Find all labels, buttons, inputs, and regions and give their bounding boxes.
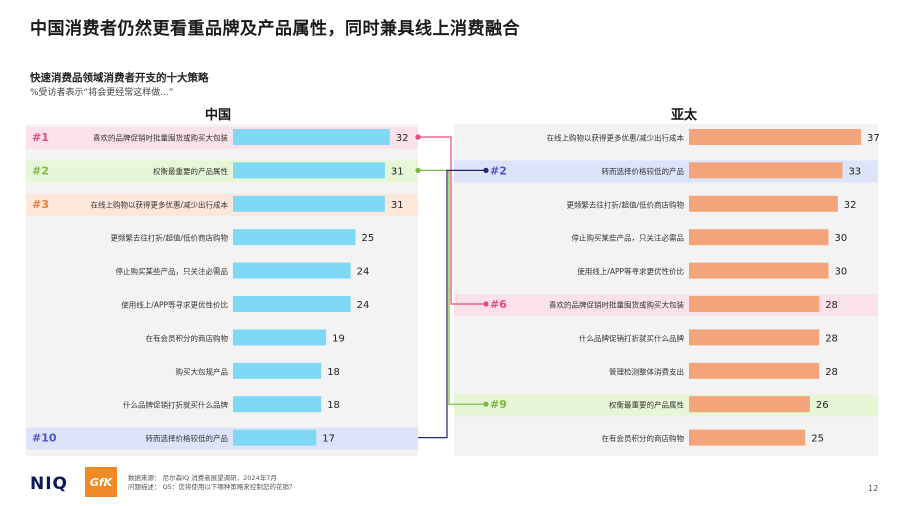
china-bar: [233, 262, 351, 279]
gfk-logo: GfK: [85, 467, 117, 497]
apac-bar: [689, 229, 829, 246]
china-value-label: 25: [362, 233, 375, 244]
china-bar: [233, 329, 327, 346]
apac-value-label: 37: [867, 133, 880, 144]
china-value-label: 18: [327, 400, 340, 411]
china-category-label: 权衡最重要的产品属性: [153, 166, 228, 176]
china-rank-label: #10: [32, 432, 57, 445]
apac-bar: [689, 429, 806, 446]
apac-category-label: 使用线上/APP等寻求更优性价比: [577, 266, 684, 276]
apac-value-label: 25: [811, 434, 824, 445]
china-region-label: 中国: [205, 108, 232, 123]
apac-bar: [689, 296, 820, 312]
china-category-label: 使用线上/APP等寻求更优性价比: [121, 300, 228, 310]
apac-bar: [689, 162, 843, 179]
apac-category-label: 转而选择价格较低的产品: [602, 166, 685, 176]
china-value-label: 18: [327, 367, 340, 378]
apac-category-label: 停止购买某些产品，只关注必需品: [572, 233, 685, 243]
china-rank-label: #1: [32, 131, 49, 144]
china-bar: [233, 396, 322, 413]
china-value-label: 19: [332, 333, 345, 344]
china-value-label: 24: [357, 267, 370, 278]
apac-value-label: 28: [825, 367, 838, 378]
rank-connector-line: [418, 169, 486, 439]
apac-category-label: 在线上购物以获得更多优惠/减少出行成本: [546, 133, 684, 143]
apac-category-label: 什么品牌促销打折就买什么品牌: [579, 333, 684, 343]
apac-rank-label: #9: [490, 398, 507, 411]
apac-bar: [689, 362, 820, 379]
china-category-label: 更频繁去往打折/超值/低价商店购物: [110, 233, 228, 243]
china-category-label: 在线上购物以获得更多优惠/减少出行成本: [90, 199, 228, 209]
apac-category-label: 喜欢的品牌促销时批量囤货或购买大包装: [549, 300, 684, 310]
apac-rank-label: #6: [490, 298, 507, 311]
china-value-label: 24: [357, 300, 370, 311]
apac-bar: [689, 195, 838, 212]
apac-category-label: 权衡最重要的产品属性: [609, 400, 684, 410]
rank-connector-line: [418, 136, 486, 305]
niq-logo: NIQ: [30, 474, 69, 494]
apac-category-label: 更频繁去往打折/超值/低价商店购物: [566, 199, 684, 209]
china-category-label: 转而选择价格较低的产品: [146, 433, 229, 443]
connector-dot: [483, 167, 489, 173]
apac-value-label: 28: [825, 300, 838, 311]
china-bar: [233, 296, 351, 312]
china-bar: [233, 129, 390, 145]
source-note: 数据来源： 尼尔森IQ 消费者展望调研，2024年7月 问题描述： Q5：您将使…: [128, 474, 295, 492]
page-title: 中国消费者仍然更看重品牌及产品属性，同时兼具线上消费融合: [30, 19, 520, 39]
apac-bar: [689, 129, 862, 145]
apac-value-label: 30: [835, 267, 848, 278]
china-value-label: 32: [396, 133, 409, 144]
china-category-label: 在有会员积分的商店购物: [146, 333, 229, 343]
apac-bar: [689, 262, 829, 279]
apac-value-label: 32: [844, 200, 857, 211]
connector-dot: [415, 167, 421, 173]
apac-rank-label: #2: [490, 164, 507, 177]
china-value-label: 17: [322, 434, 335, 445]
apac-category-label: 在有会员积分的商店购物: [602, 433, 685, 443]
china-rank-label: #3: [32, 198, 49, 211]
connector-dot: [415, 134, 421, 140]
china-value-label: 31: [391, 200, 404, 211]
apac-value-label: 26: [816, 400, 829, 411]
page-number: 12: [868, 484, 879, 493]
china-bar: [233, 229, 356, 246]
china-bar: [233, 195, 385, 212]
source-line-1: 数据来源： 尼尔森IQ 消费者展望调研，2024年7月: [128, 474, 277, 482]
apac-value-label: 30: [835, 233, 848, 244]
china-category-label: 什么品牌促销打折就买什么品牌: [123, 400, 228, 410]
china-category-label: 停止购买某些产品，只关注必需品: [116, 266, 229, 276]
apac-region-label: 亚太: [671, 108, 698, 123]
apac-value-label: 28: [825, 333, 838, 344]
apac-bar: [689, 396, 810, 413]
china-category-label: 喜欢的品牌促销时批量囤货或购买大包装: [93, 133, 228, 143]
china-bar: [233, 162, 385, 179]
connector-dot: [483, 301, 489, 307]
apac-bar: [689, 329, 820, 346]
china-category-label: 购买大包规产品: [176, 366, 229, 376]
apac-value-label: 33: [848, 166, 861, 177]
china-row-highlight: [26, 427, 418, 450]
china-bar: [233, 429, 317, 446]
connector-dot: [483, 401, 489, 407]
china-rank-label: #2: [32, 164, 49, 177]
source-line-2: 问题描述： Q5：您将使用以下哪种策略来控制您的花销？: [128, 483, 296, 491]
china-value-label: 31: [391, 166, 404, 177]
apac-category-label: 管理检测整体消费支出: [609, 366, 684, 376]
china-bar: [233, 362, 322, 379]
rank-connector-line: [418, 169, 486, 405]
chart-subnote: %受访者表示“将会更经常这样做...”: [30, 88, 174, 98]
chart-subtitle: 快速消费品领域消费者开支的十大策略: [30, 72, 209, 84]
